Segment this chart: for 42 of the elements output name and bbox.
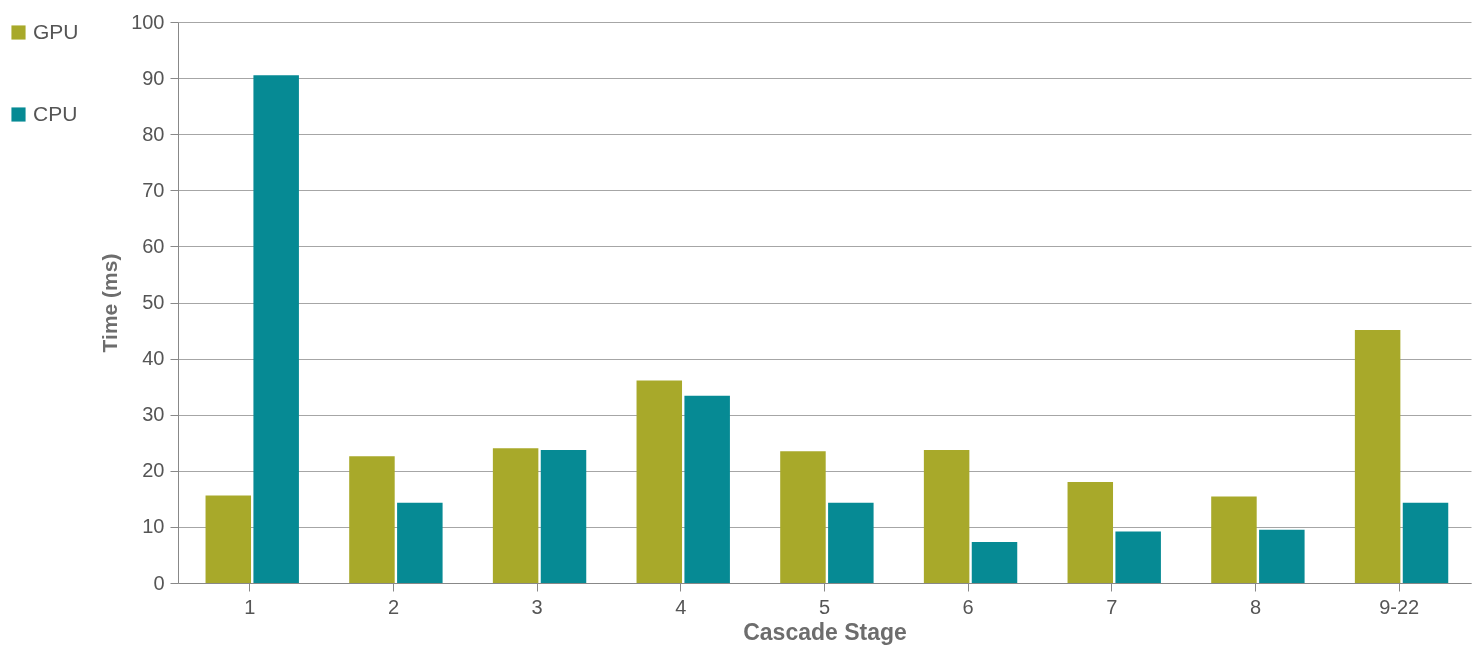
y-tick-label: 30 bbox=[142, 403, 165, 426]
bar bbox=[636, 380, 683, 583]
bar bbox=[684, 395, 730, 583]
bar bbox=[1259, 529, 1305, 583]
y-tick-label: 100 bbox=[131, 10, 165, 33]
y-axis-title: Time (ms) bbox=[98, 253, 122, 353]
legend-label: CPU bbox=[33, 101, 78, 125]
y-tick-label: 40 bbox=[142, 347, 165, 370]
bar bbox=[349, 456, 395, 583]
bar bbox=[923, 450, 970, 583]
bar bbox=[971, 542, 1018, 583]
x-tick-label: 2 bbox=[387, 595, 400, 618]
bar bbox=[1402, 502, 1449, 583]
x-tick-label: 6 bbox=[962, 595, 974, 618]
x-tick-label: 4 bbox=[675, 595, 687, 618]
x-axis-title: Cascade Stage bbox=[743, 618, 907, 645]
bar bbox=[492, 448, 539, 583]
x-tick-label: 1 bbox=[244, 595, 256, 618]
y-tick-label: 60 bbox=[142, 234, 165, 257]
legend-label: GPU bbox=[33, 19, 79, 43]
bar bbox=[780, 451, 826, 583]
y-tick-label: 10 bbox=[142, 515, 165, 538]
bar bbox=[1211, 496, 1257, 583]
y-tick-label: 20 bbox=[142, 459, 165, 482]
bar bbox=[397, 502, 443, 583]
x-tick-label: 8 bbox=[1249, 595, 1262, 618]
x-tick-label: 5 bbox=[818, 595, 831, 618]
bar bbox=[205, 495, 252, 583]
x-tick-label: 9-22 bbox=[1379, 595, 1420, 618]
y-tick-label: 90 bbox=[142, 66, 165, 89]
x-tick-label: 7 bbox=[1106, 595, 1118, 618]
y-tick-label: 50 bbox=[142, 291, 165, 313]
x-tick-label: 3 bbox=[531, 595, 543, 618]
bar bbox=[1067, 482, 1114, 583]
bar bbox=[253, 75, 299, 583]
bar bbox=[540, 450, 587, 583]
bar bbox=[1354, 329, 1401, 583]
bar bbox=[828, 502, 874, 583]
y-tick-label: 80 bbox=[142, 122, 165, 145]
y-tick-label: 0 bbox=[153, 571, 165, 594]
bar bbox=[1115, 531, 1161, 583]
y-tick-label: 70 bbox=[142, 178, 165, 201]
